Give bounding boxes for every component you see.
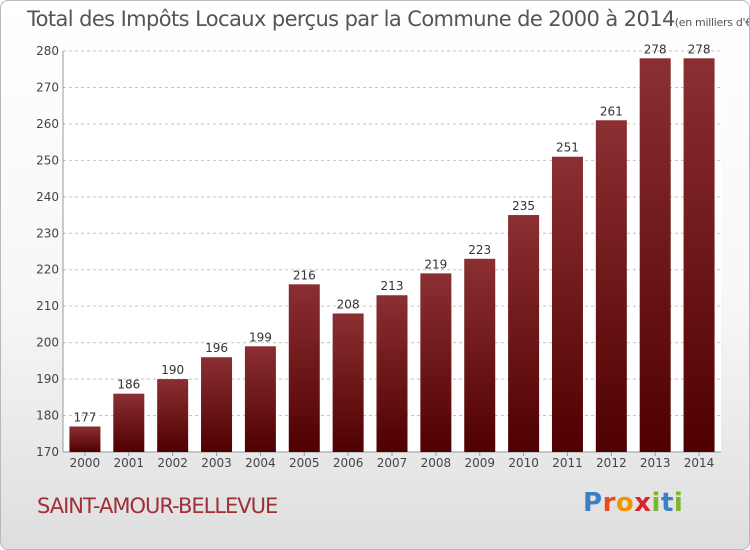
y-tick-label: 220	[36, 263, 59, 277]
bar	[69, 426, 101, 452]
x-tick-label: 2001	[114, 456, 145, 470]
bar	[683, 58, 715, 453]
brand-logo-letter: t	[660, 488, 674, 518]
y-tick-label: 190	[36, 372, 59, 386]
brand-logo-letter: i	[673, 488, 684, 518]
chart-unit-label: (en milliers d'€)	[674, 16, 750, 29]
brand-logo-letter: r	[602, 488, 616, 518]
bar	[113, 393, 145, 452]
bar-value-label: 235	[512, 199, 535, 213]
x-tick-label: 2009	[464, 456, 495, 470]
bar-value-label: 223	[468, 243, 491, 257]
y-tick-label: 230	[36, 226, 59, 240]
x-tick-label: 2000	[70, 456, 101, 470]
bar-value-label: 196	[205, 341, 228, 355]
bar	[157, 379, 189, 452]
bar-value-label: 199	[249, 330, 272, 344]
bar	[464, 258, 496, 452]
x-tick-label: 2014	[684, 456, 715, 470]
bar	[332, 313, 364, 452]
x-tick-label: 2002	[157, 456, 188, 470]
y-tick-label: 270	[36, 80, 59, 94]
x-tick-label: 2013	[640, 456, 671, 470]
brand-logo: Proxiti	[583, 488, 683, 518]
brand-logo-letter: i	[651, 488, 661, 518]
bar-value-label: 177	[73, 410, 96, 424]
y-tick-label: 240	[36, 190, 59, 204]
y-tick-label: 180	[36, 409, 59, 423]
brand-logo-letter: x	[634, 488, 652, 518]
y-tick-label: 200	[36, 336, 59, 350]
bar	[420, 273, 452, 452]
x-tick-label: 2006	[333, 456, 364, 470]
x-tick-label: 2003	[201, 456, 232, 470]
bar	[595, 120, 627, 452]
bar	[551, 156, 583, 452]
y-tick-label: 280	[36, 44, 59, 58]
bar-value-label: 190	[161, 363, 184, 377]
y-tick-label: 250	[36, 153, 59, 167]
x-tick-label: 2007	[377, 456, 408, 470]
y-tick-label: 170	[36, 445, 59, 459]
bar	[244, 346, 276, 452]
commune-name: SAINT-AMOUR-BELLEVUE	[37, 494, 278, 518]
x-tick-label: 2008	[421, 456, 452, 470]
chart-title: Total des Impôts Locaux perçus par la Co…	[27, 7, 675, 31]
chart-title-line: Total des Impôts Locaux perçus par la Co…	[27, 7, 750, 31]
bar-value-label: 278	[688, 42, 711, 56]
bar-value-label: 261	[600, 104, 623, 118]
bar-value-label: 219	[424, 257, 447, 271]
bar-value-label: 208	[337, 297, 360, 311]
x-tick-label: 2011	[552, 456, 583, 470]
bar	[639, 58, 671, 453]
x-tick-label: 2004	[245, 456, 276, 470]
x-tick-label: 2012	[596, 456, 627, 470]
bar	[201, 357, 233, 452]
bar-value-label: 251	[556, 141, 579, 155]
brand-logo-letter: o	[615, 488, 635, 518]
y-tick-label: 210	[36, 299, 59, 313]
y-tick-label: 260	[36, 117, 59, 131]
x-tick-label: 2005	[289, 456, 320, 470]
bar	[288, 284, 320, 452]
bar-value-label: 216	[293, 268, 316, 282]
brand-logo-letter: P	[583, 488, 603, 518]
bar-value-label: 213	[381, 279, 404, 293]
bar-value-label: 278	[644, 42, 667, 56]
x-tick-label: 2010	[508, 456, 539, 470]
bar-value-label: 186	[117, 378, 140, 392]
bar	[376, 295, 408, 452]
bar	[508, 215, 540, 452]
